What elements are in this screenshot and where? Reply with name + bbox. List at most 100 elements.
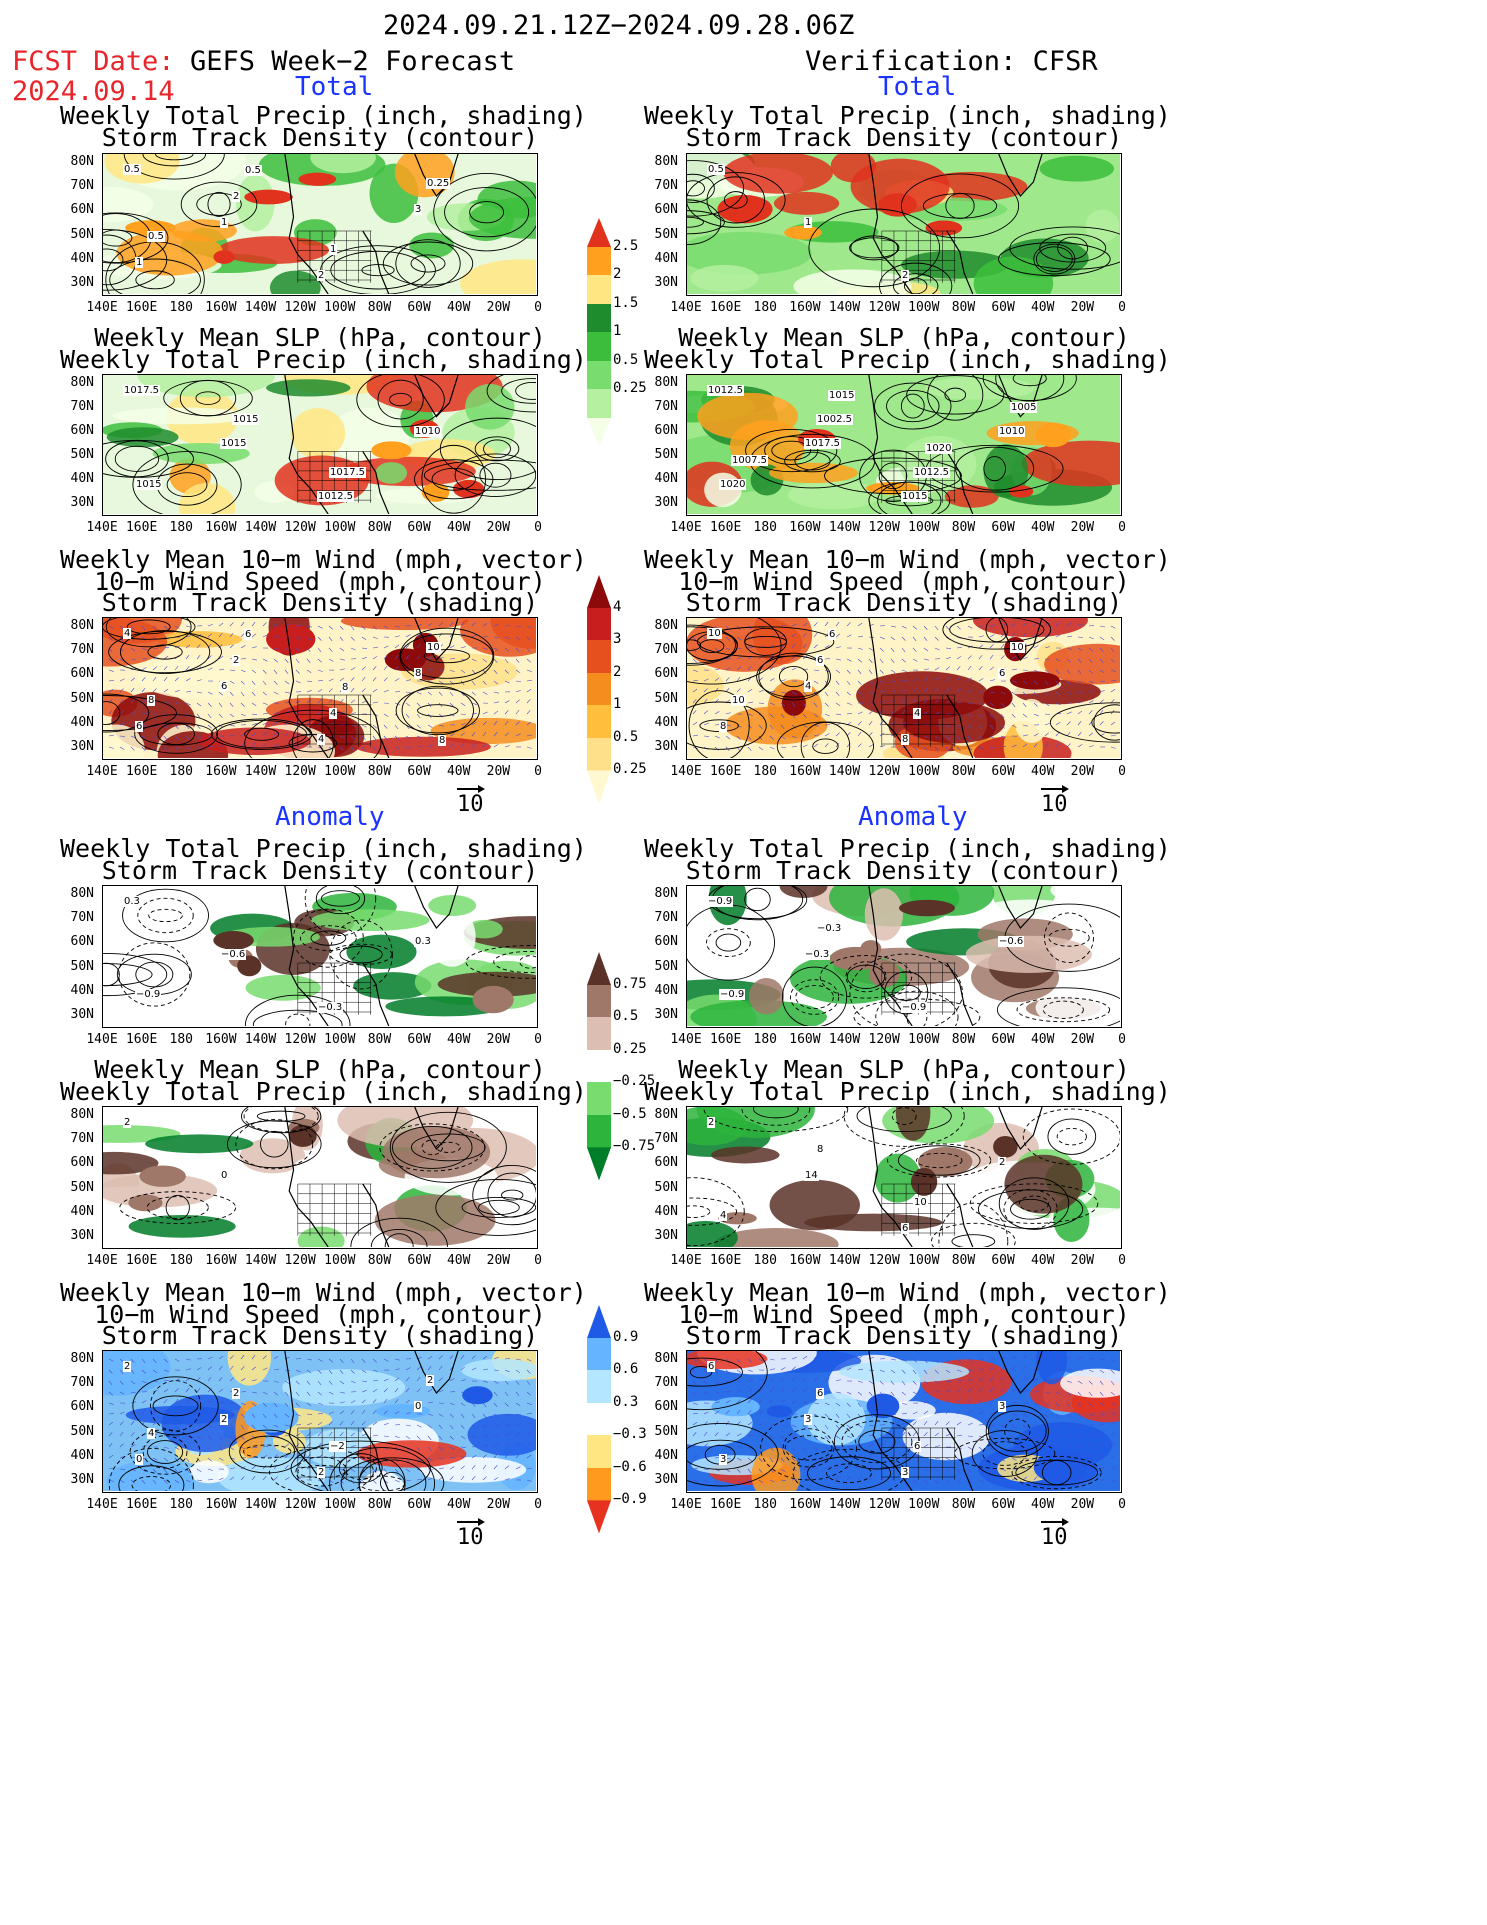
contour-line [103, 229, 133, 247]
wind-vector [141, 667, 147, 671]
wind-vector [130, 1479, 135, 1484]
contour-line [858, 1430, 896, 1454]
longitude-label: 20W [1070, 1032, 1095, 1047]
wind-vector [416, 691, 422, 695]
wind-vector [460, 1379, 466, 1382]
wind-vector [813, 1446, 819, 1451]
contour-line [915, 1152, 963, 1169]
wind-vector [824, 1446, 830, 1450]
wind-vector [427, 1457, 433, 1461]
longitude-label: 160W [789, 520, 821, 535]
wind-vector [945, 1457, 951, 1461]
wind-vector [196, 1468, 202, 1473]
wind-vector [152, 746, 157, 752]
wind-vector [306, 669, 312, 674]
coastline [284, 618, 459, 758]
wind-vector [923, 1479, 928, 1484]
wind-vector [978, 735, 983, 740]
wind-vector [152, 1369, 158, 1373]
contour-line [439, 417, 536, 480]
wind-vector [956, 1399, 961, 1404]
longitude-label: 180 [169, 1497, 194, 1512]
wind-vector [1055, 691, 1060, 696]
contour-line [996, 987, 1120, 1026]
contour-label: 4 [804, 681, 813, 692]
colorbar-tick-label: 0.25 [613, 761, 647, 778]
field-core [718, 1212, 757, 1225]
wind-vector [174, 689, 180, 693]
field-blob [358, 1470, 406, 1491]
left-map-panel-6: 2 2 2 0 0 2 −2 2 4 [102, 1350, 538, 1493]
wind-vector [1000, 745, 1006, 748]
longitude-label: 60W [991, 520, 1015, 535]
latitude-label: 70N [654, 1374, 678, 1390]
wind-vector [967, 1468, 972, 1474]
wind-vector [262, 1402, 267, 1407]
wind-vector [846, 1413, 851, 1419]
wind-vector [747, 1421, 753, 1426]
wind-vector [692, 734, 698, 737]
field-blob [687, 231, 812, 275]
wind-vector [295, 700, 301, 704]
wind-vector [152, 647, 158, 649]
wind-vector [1110, 1412, 1116, 1415]
wind-vector [515, 1454, 520, 1459]
contour-label: 6 [901, 1223, 910, 1234]
wind-vector [416, 1478, 422, 1481]
contour-label: 0 [414, 1401, 423, 1412]
wind-vector [934, 1445, 940, 1448]
wind-vector [504, 1369, 510, 1373]
wind-vector [493, 1477, 499, 1481]
wind-vector [725, 677, 730, 682]
latitude-label: 30N [654, 1228, 678, 1244]
wind-vector [879, 745, 885, 748]
latitude-label: 60N [70, 666, 94, 682]
wind-vector [813, 724, 819, 727]
wind-vector [868, 732, 873, 737]
contour-line [315, 886, 366, 915]
wind-vector [769, 1387, 774, 1393]
longitude-label: 160E [125, 764, 158, 779]
wind-vector [482, 1391, 488, 1396]
wind-vector [780, 1399, 786, 1404]
wind-vector [934, 1369, 939, 1374]
wind-vector [383, 677, 388, 682]
wind-vector [1022, 1435, 1027, 1441]
wind-vector [780, 1457, 785, 1462]
wind-vector [163, 1379, 169, 1382]
wind-vector [813, 680, 819, 684]
wind-vector [1110, 1369, 1115, 1374]
wind-vector [956, 1358, 961, 1363]
wind-vector [736, 647, 742, 649]
wind-vector [526, 709, 531, 715]
wind-vector [526, 1454, 532, 1459]
wind-vector [813, 1355, 818, 1360]
wind-vector [857, 622, 863, 627]
wind-vector [251, 713, 257, 715]
wind-vector [273, 1355, 279, 1360]
wind-vector [923, 1380, 929, 1385]
wind-vector [251, 621, 256, 627]
field-blob [804, 1213, 943, 1232]
contour-line [954, 1437, 1056, 1470]
wind-vector [405, 702, 411, 707]
wind-vector [1033, 1378, 1039, 1382]
wind-vector [460, 1456, 466, 1459]
wind-vector [901, 647, 906, 653]
colorbar-tick-label: 0.25 [613, 380, 647, 396]
wind-vector [119, 1468, 126, 1470]
field-blob [1044, 643, 1120, 685]
contour-line [706, 176, 765, 224]
wind-vector [857, 647, 863, 650]
wind-vector [130, 1420, 135, 1426]
wind-vector [119, 1421, 124, 1426]
longitude-label: 160E [709, 1497, 742, 1512]
wind-vector [504, 1413, 510, 1417]
contour-line [1016, 997, 1111, 1023]
wind-vector [824, 1413, 829, 1418]
wind-vector [526, 746, 532, 749]
wind-vector [328, 688, 333, 693]
longitude-label: 80W [367, 764, 392, 779]
field-blob [382, 1126, 491, 1179]
wind-vector [108, 688, 114, 693]
